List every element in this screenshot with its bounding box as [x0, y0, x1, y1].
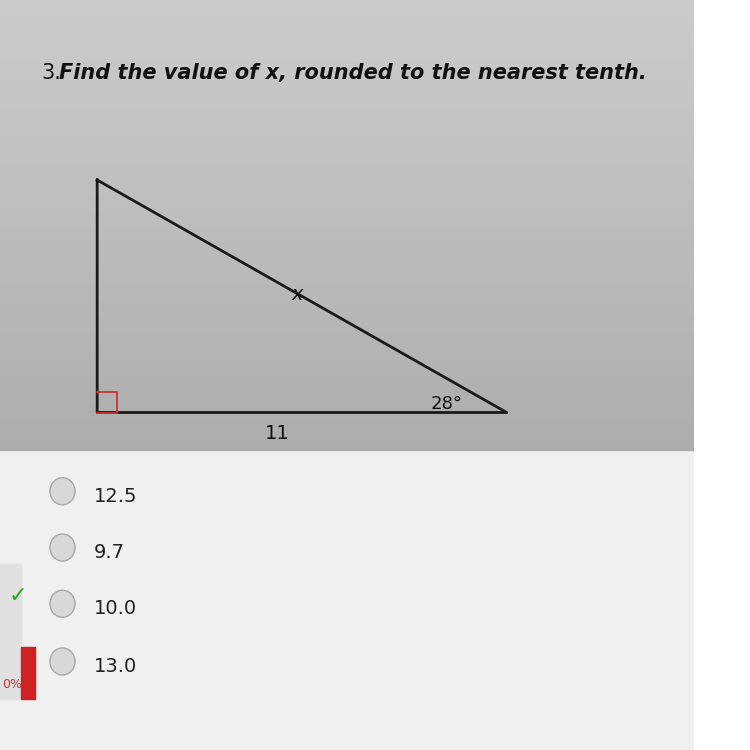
Bar	[0, 180, 694, 195]
Text: Find the value of x, rounded to the nearest tenth.: Find the value of x, rounded to the near…	[59, 63, 646, 82]
Bar	[0, 90, 694, 105]
Bar	[0, 0, 694, 15]
Circle shape	[50, 648, 75, 675]
Text: 0%: 0%	[2, 679, 22, 692]
Text: 10.0: 10.0	[94, 599, 136, 618]
Bar	[0, 375, 694, 390]
Bar	[0, 210, 694, 225]
Bar	[0, 165, 694, 180]
Bar	[0, 345, 694, 360]
Text: 12.5: 12.5	[94, 487, 137, 506]
Circle shape	[50, 590, 75, 617]
Bar	[0, 270, 694, 285]
Circle shape	[50, 534, 75, 561]
Bar	[0, 435, 694, 450]
Bar	[0, 405, 694, 420]
Bar	[0, 240, 694, 255]
Circle shape	[50, 478, 75, 505]
Bar	[0, 150, 694, 165]
Bar	[0, 120, 694, 135]
Bar	[0, 285, 694, 300]
Bar	[0, 60, 694, 75]
Bar	[0, 75, 694, 90]
Text: 28°: 28°	[430, 394, 462, 412]
Bar	[21, 646, 34, 699]
Bar	[0, 450, 694, 750]
Bar	[0, 105, 694, 120]
Text: 11: 11	[266, 424, 290, 442]
Bar	[0, 30, 694, 45]
Bar	[0, 225, 694, 240]
Text: 3.: 3.	[42, 63, 62, 82]
Text: 9.7: 9.7	[94, 543, 124, 562]
Bar	[0, 300, 694, 315]
Bar	[0, 135, 694, 150]
Text: 13.0: 13.0	[94, 657, 137, 676]
Bar	[0, 45, 694, 60]
Text: x: x	[292, 285, 303, 304]
Bar	[0, 564, 21, 699]
Bar	[0, 330, 694, 345]
Bar	[0, 390, 694, 405]
Bar	[0, 360, 694, 375]
Bar	[0, 315, 694, 330]
Bar	[0, 0, 694, 450]
Bar	[0, 15, 694, 30]
Text: ✓: ✓	[8, 586, 27, 606]
Bar	[0, 420, 694, 435]
Bar	[0, 255, 694, 270]
Bar	[0, 195, 694, 210]
